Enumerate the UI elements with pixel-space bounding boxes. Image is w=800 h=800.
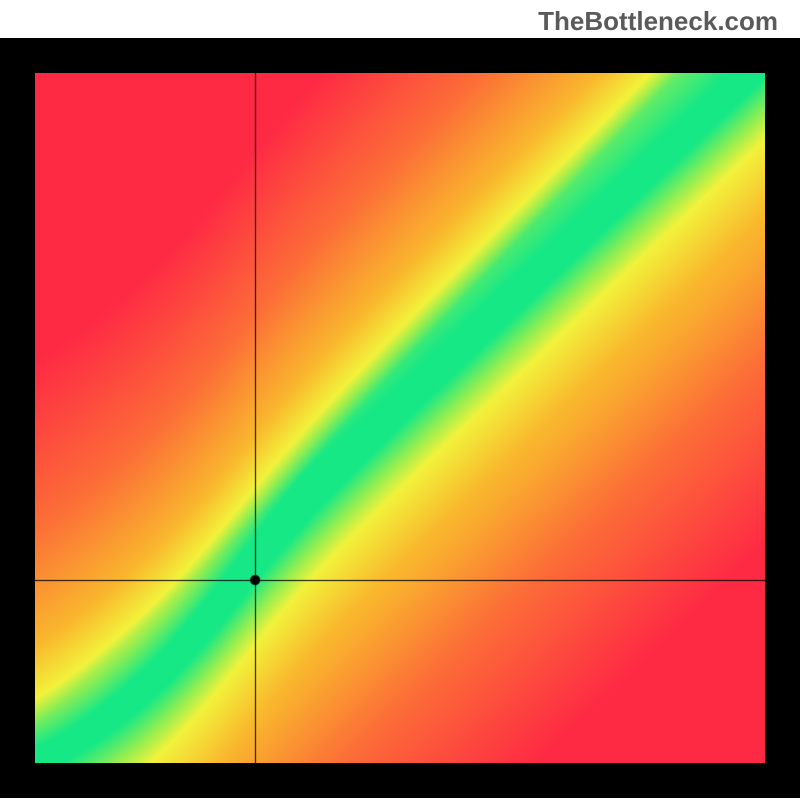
crosshair-overlay (35, 73, 765, 763)
chart-frame (0, 38, 800, 798)
source-label: TheBottleneck.com (538, 6, 778, 37)
